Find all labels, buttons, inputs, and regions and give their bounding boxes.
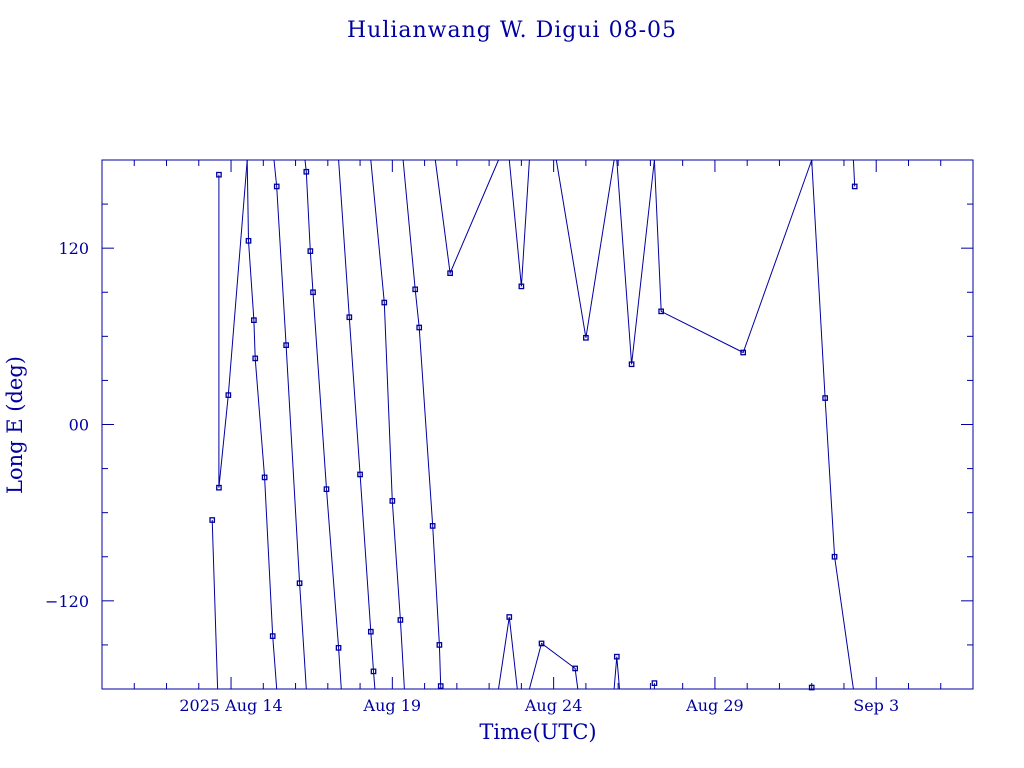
track-segment <box>616 159 655 365</box>
track-segment <box>246 159 278 690</box>
data-point <box>370 668 377 675</box>
track-segment <box>402 159 442 689</box>
y-tick-label: 00 <box>69 416 89 435</box>
data-point <box>429 523 436 529</box>
track-segment <box>852 159 856 187</box>
x-tick-label: 2025 Aug 14 <box>179 696 282 715</box>
data-point <box>216 171 222 178</box>
data-point <box>209 517 216 523</box>
data-point <box>538 640 545 647</box>
data-point <box>583 334 589 341</box>
data-point <box>367 628 374 635</box>
data-point <box>307 248 314 254</box>
data-point <box>437 683 444 689</box>
track-segment <box>273 159 307 690</box>
track-segment <box>218 159 248 488</box>
data-point <box>613 653 620 660</box>
data-point <box>273 183 280 190</box>
x-tick-label: Aug 24 <box>524 696 583 715</box>
data-point <box>506 614 513 620</box>
track-segment <box>811 159 854 690</box>
data-point <box>310 289 316 296</box>
track-segment <box>613 656 620 690</box>
data-point <box>628 361 635 368</box>
track-segment <box>508 159 530 287</box>
data-point <box>416 324 423 331</box>
data-point <box>225 392 232 398</box>
data-point <box>216 484 222 491</box>
data-point <box>397 617 404 623</box>
data-point <box>436 642 443 648</box>
data-point <box>808 684 815 691</box>
data-point <box>389 498 396 504</box>
data-point <box>447 270 453 276</box>
track-segment <box>304 159 342 690</box>
data-point <box>381 299 388 306</box>
data-point <box>831 553 838 560</box>
data-point <box>851 183 858 190</box>
data-point <box>261 474 268 481</box>
axis-ticks <box>102 160 973 689</box>
track-segment <box>370 159 405 690</box>
x-tick-label: Aug 29 <box>685 696 744 715</box>
chart-title: Hulianwang W. Digui 08-05 <box>347 18 677 43</box>
data-point <box>252 355 259 362</box>
data-point <box>245 237 252 244</box>
tick-labels: 2025 Aug 14 Aug 19 Aug 24 Aug 29 Sep 3 120 00 −… <box>45 239 899 715</box>
x-axis-label: Time(UTC) <box>479 720 596 744</box>
data-points <box>209 168 858 691</box>
data-point <box>572 665 578 672</box>
longitude-tracks <box>211 159 856 690</box>
data-point <box>296 580 303 587</box>
track-segment <box>211 519 219 690</box>
data-point <box>303 168 310 175</box>
data-point <box>658 308 665 315</box>
data-point <box>357 471 363 478</box>
data-point <box>412 286 419 293</box>
data-point <box>323 486 330 493</box>
track-segment <box>338 159 376 690</box>
data-point <box>269 633 276 639</box>
track-segment <box>555 159 615 338</box>
track-segment <box>434 159 499 275</box>
data-point <box>335 645 342 651</box>
data-point <box>740 349 747 356</box>
track-segment <box>653 159 813 354</box>
x-tick-label: Aug 19 <box>363 696 422 715</box>
data-point <box>251 317 257 324</box>
track-segment <box>498 616 518 690</box>
data-point <box>651 680 658 686</box>
data-point <box>518 283 525 290</box>
data-point <box>283 342 289 349</box>
track-segment <box>528 642 579 690</box>
y-axis-label: Long E (deg) <box>3 356 27 494</box>
y-tick-label: 120 <box>58 239 89 258</box>
data-point <box>346 314 353 321</box>
y-tick-label: −120 <box>45 592 89 611</box>
data-point <box>822 395 828 401</box>
x-tick-label: Sep 3 <box>853 696 899 715</box>
